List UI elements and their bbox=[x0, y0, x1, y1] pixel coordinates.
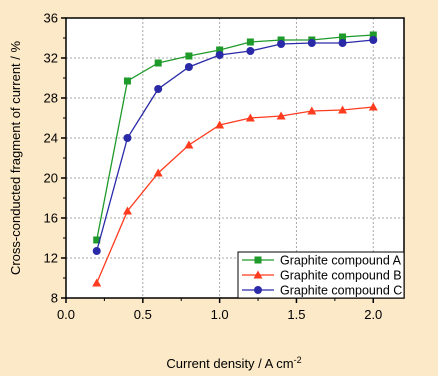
series-c bbox=[92, 36, 378, 255]
series-layer bbox=[92, 31, 378, 287]
series-line bbox=[96, 39, 374, 252]
legend-marker bbox=[254, 256, 262, 264]
series-b bbox=[92, 102, 378, 287]
data-point bbox=[184, 63, 193, 71]
x-tick-label: 0.0 bbox=[57, 307, 75, 322]
legend-item: Graphite compound C bbox=[242, 284, 402, 298]
y-tick-label: 32 bbox=[44, 51, 58, 66]
data-point bbox=[216, 46, 224, 54]
y-tick-label: 36 bbox=[44, 11, 58, 26]
y-tick-label: 24 bbox=[44, 131, 58, 146]
data-point bbox=[277, 40, 286, 48]
data-point bbox=[184, 140, 194, 149]
data-point bbox=[368, 102, 378, 111]
x-axis-title: Current density / A cm-2 bbox=[166, 355, 301, 371]
data-point bbox=[154, 59, 162, 67]
data-point bbox=[276, 111, 286, 120]
data-point bbox=[307, 39, 316, 47]
data-point bbox=[369, 36, 378, 44]
data-point bbox=[154, 85, 163, 93]
data-point bbox=[369, 31, 377, 39]
data-point bbox=[307, 106, 317, 115]
series-line bbox=[96, 106, 374, 284]
data-point bbox=[245, 113, 255, 122]
legend-marker bbox=[253, 270, 263, 279]
y-tick-label: 16 bbox=[44, 211, 58, 226]
data-point bbox=[93, 236, 101, 244]
data-point bbox=[246, 47, 255, 55]
data-point bbox=[92, 247, 101, 255]
x-tick-label: 1.5 bbox=[287, 307, 305, 322]
legend-label: Graphite compound C bbox=[280, 284, 402, 298]
legend-item: Graphite compound B bbox=[242, 269, 402, 283]
data-point bbox=[122, 206, 132, 215]
data-point bbox=[92, 278, 102, 287]
data-point bbox=[123, 77, 131, 85]
x-axis-title-main: Current density / A cm bbox=[166, 356, 293, 371]
y-tick-label: 20 bbox=[44, 171, 58, 186]
data-point bbox=[153, 168, 163, 177]
ticks: 8 12 16 20 24 28 32 36 0.0 0.5 1.0 1.5 2.0 bbox=[44, 11, 383, 323]
data-point bbox=[338, 105, 348, 114]
legend-label: Graphite compound A bbox=[280, 254, 402, 268]
data-point bbox=[123, 134, 132, 142]
x-tick-label: 2.0 bbox=[364, 307, 382, 322]
data-point bbox=[215, 51, 224, 59]
legend-marker bbox=[254, 286, 262, 294]
x-tick-label: 1.0 bbox=[211, 307, 229, 322]
data-point bbox=[215, 120, 225, 129]
data-point bbox=[338, 39, 347, 47]
y-tick-label: 12 bbox=[44, 251, 58, 266]
x-tick-label: 0.5 bbox=[134, 307, 152, 322]
legend-item: Graphite compound A bbox=[242, 254, 402, 268]
data-point bbox=[339, 33, 347, 41]
x-axis-title-superscript: -2 bbox=[294, 355, 302, 365]
legend-label: Graphite compound B bbox=[280, 269, 402, 283]
y-axis-title: Cross-conducted fragment of current / % bbox=[8, 41, 23, 276]
data-point bbox=[246, 38, 254, 46]
series-line bbox=[96, 34, 374, 241]
y-tick-label: 28 bbox=[44, 91, 58, 106]
grid bbox=[66, 18, 404, 298]
data-point bbox=[185, 52, 193, 60]
y-tick-label: 8 bbox=[51, 291, 58, 306]
